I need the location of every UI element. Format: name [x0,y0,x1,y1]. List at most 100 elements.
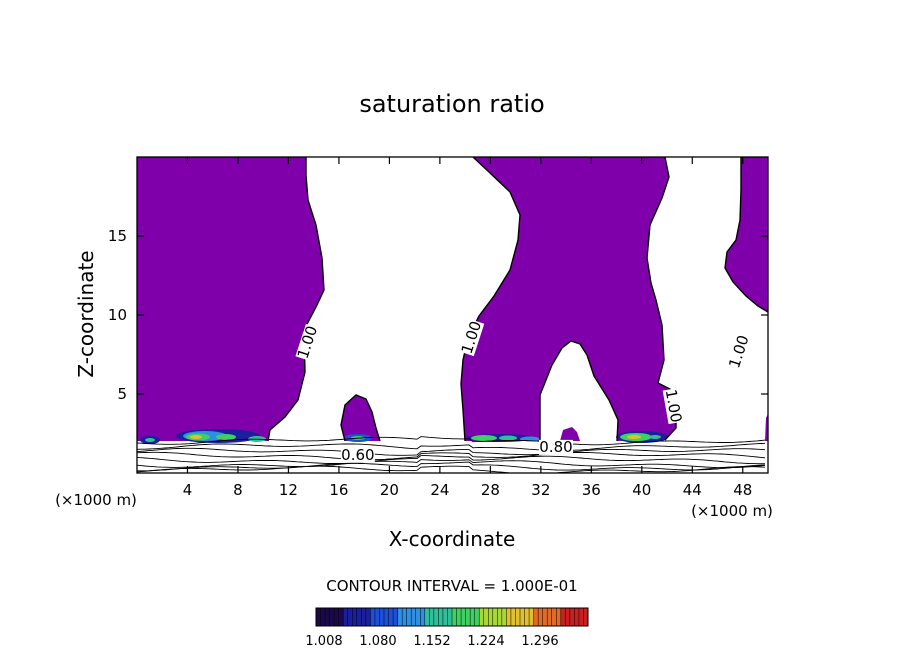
colorbar-swatch [574,608,580,626]
colorbar-swatch [565,608,571,626]
plot-area [137,157,768,473]
y-tick-label: 15 [108,227,127,245]
saturated-cell-34km [560,427,580,441]
x-tick-label: 32 [531,481,550,499]
colorbar-swatch [578,608,584,626]
colorbar-swatch [506,608,512,626]
contour-label: 1.00 [725,333,752,370]
ground-contour-line [137,436,766,446]
colorbar-swatch [343,608,349,626]
y-tick-label: 10 [108,306,127,324]
colorbar-swatch [515,608,521,626]
x-axis-label: X-coordinate [389,527,516,551]
x-tick-label: 8 [233,481,243,499]
colorbar-swatch [329,608,335,626]
colorbar-swatch [388,608,394,626]
colorbar-swatch [393,608,398,626]
ground-contour-lines [137,436,766,473]
colorbar-swatch [456,608,462,626]
contour-label-text: 0.80 [539,438,572,456]
colorbar-swatch [356,608,362,626]
colorbar-swatch [501,608,507,626]
saturated-region-middle [461,157,676,441]
colorbar-swatch [438,608,444,626]
chart-title: saturation ratio [359,90,544,118]
colorbar-swatch [316,608,321,626]
saturated-cell-edge [765,414,768,441]
contour-label-text: 1.00 [662,388,686,424]
contour-interval-text: CONTOUR INTERVAL = 1.000E-01 [326,577,577,595]
colorbar-swatch [524,608,530,626]
colorbar-swatch [415,608,421,626]
colorbar-swatch [397,608,403,626]
colorbar-swatch [569,608,575,626]
colorbar-swatch [379,608,385,626]
contour-label: 1.00 [662,388,686,425]
colorbar-tick-labels: 1.008 1.080 1.152 1.224 1.296 [305,634,558,649]
x-tick-label: 44 [683,481,702,499]
x-unit-label-right: (×1000 m) [691,502,773,520]
colorbar-swatch [374,608,380,626]
ground-contour-line [137,451,766,461]
colorbar-swatch [583,608,589,626]
colorbar-swatch [551,608,557,626]
colorbar-tick-label: 1.152 [413,634,450,649]
colorbar-swatch [420,608,426,626]
colorbar-swatch [447,608,453,626]
colorbar-swatch [320,608,326,626]
saturated-region-left [137,157,324,441]
colorbar-swatch [352,608,358,626]
y-tick-label: 5 [117,385,127,403]
x-unit-label-left: (×1000 m) [55,491,137,509]
x-tick-label: 4 [183,481,193,499]
saturated-cell-18km [341,395,380,441]
colorbar [315,607,589,627]
colorbar-swatch [365,608,371,626]
ground-contour-line [137,461,766,472]
colorbar-tick-label: 1.296 [521,634,558,649]
colorbar-swatch [492,608,498,626]
x-tick-label: 36 [582,481,601,499]
contour-label: 0.80 [538,438,573,456]
colorbar-swatch [424,608,430,626]
x-tick-label: 28 [481,481,500,499]
colorbar-swatch [361,608,367,626]
colorbar-swatch [411,608,417,626]
colorbar-frame [315,607,589,627]
ground-contour-line [137,459,766,469]
colorbar-swatch [488,608,494,626]
contour-label-text: 1.00 [725,333,752,370]
colorbar-swatch [338,608,344,626]
ground-contour-line [137,447,766,456]
ground-contour-line [137,455,765,465]
colorbar-swatch [510,608,516,626]
colorbar-swatch [470,608,476,626]
colorbar-swatch [402,608,408,626]
colorbar-swatch [556,608,562,626]
contour-lines-1.00 [267,157,768,442]
colorbar-tick-label: 1.080 [359,634,396,649]
colorbar-swatch [547,608,553,626]
x-axis: 4 8 12 16 20 24 28 32 36 40 44 48 [183,157,752,499]
ground-contour-line [137,442,766,452]
x-tick-label: 24 [430,481,449,499]
colorbar-swatch [497,608,503,626]
x-tick-label: 48 [733,481,752,499]
saturated-region-right [725,157,768,312]
colorbar-tick-label: 1.224 [467,634,504,649]
colorbar-swatch [433,608,439,626]
x-tick-label: 40 [632,481,651,499]
ground-contour-line [137,465,766,473]
colorbar-swatch [452,608,457,626]
colorbar-swatch [325,608,330,626]
x-tick-label: 12 [279,481,298,499]
x-tick-label: 20 [380,481,399,499]
colorbar-swatch [429,608,435,626]
colorbar-swatch [520,608,525,626]
colorbar-swatch [442,608,448,626]
colorbar-swatch [347,608,353,626]
colorbar-swatch [474,608,480,626]
colorbar-swatch [483,608,489,626]
contour-label-text: 0.60 [341,446,374,464]
